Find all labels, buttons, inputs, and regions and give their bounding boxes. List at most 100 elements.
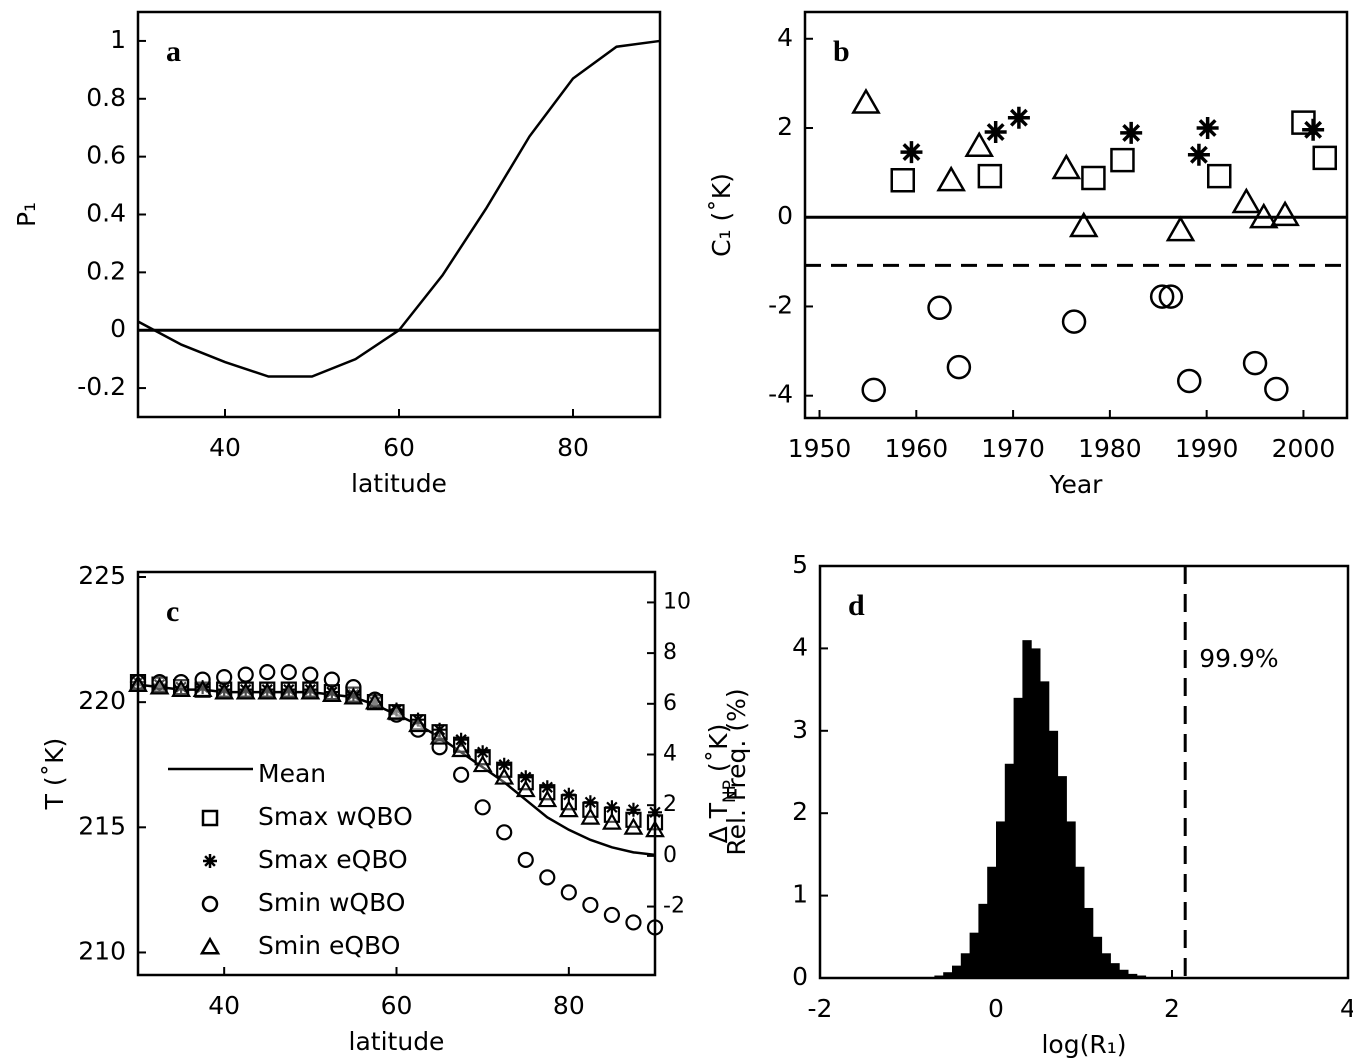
y-tick-label: 0.2 [86, 256, 126, 285]
marker [1248, 202, 1279, 229]
bar [996, 821, 1006, 978]
x-tick-label: 4 [1340, 994, 1353, 1023]
marker [625, 914, 642, 931]
marker [984, 121, 1007, 144]
marker [194, 671, 211, 688]
y-tick-label: 1 [792, 880, 808, 909]
y-tick-label: 0 [777, 201, 793, 230]
y-tick-label: 225 [78, 561, 126, 590]
bar [1048, 730, 1059, 978]
marker [259, 664, 276, 681]
bar [952, 965, 962, 978]
legend-label: Smin eQBO [258, 931, 400, 960]
x-tick-label: 1970 [981, 434, 1045, 463]
bar [1110, 963, 1120, 978]
y-tick-label: 3 [792, 715, 808, 744]
y-tick-label: 4 [792, 632, 808, 661]
marker [1312, 145, 1337, 171]
y2-axis-label: Δ TNP (˚K) [704, 724, 740, 844]
x-tick-label: 1990 [1175, 434, 1239, 463]
x-tick-label: 1960 [884, 434, 948, 463]
legend-label: Mean [258, 759, 326, 788]
marker [1187, 143, 1210, 166]
marker [278, 682, 299, 700]
x-tick-label: -2 [808, 994, 833, 1023]
x-tick-label: 1950 [788, 434, 852, 463]
panel-label: b [833, 35, 850, 68]
y2-tick-label: 6 [663, 691, 677, 716]
label-part: NP [720, 780, 740, 803]
marker [280, 664, 297, 681]
bar [969, 932, 979, 978]
marker [238, 682, 253, 697]
panel-label: c [166, 595, 179, 628]
marker [451, 739, 472, 758]
marker [601, 812, 622, 830]
marker [429, 727, 450, 745]
y-axis-label: Rel. Freq. (%) [722, 688, 751, 855]
marker [1264, 376, 1289, 402]
marker [408, 714, 428, 733]
marker [1242, 350, 1268, 376]
bar [1101, 953, 1111, 978]
marker [302, 666, 319, 683]
marker [539, 869, 556, 886]
x-tick-label: 60 [381, 991, 413, 1020]
bar [1057, 776, 1067, 978]
marker [454, 732, 469, 747]
x-tick-label: 2 [1164, 994, 1180, 1023]
marker [152, 677, 167, 692]
marker [946, 354, 972, 380]
marker [216, 669, 233, 686]
marker [861, 377, 886, 403]
marker [411, 712, 426, 727]
x-tick-label: 2000 [1272, 434, 1336, 463]
marker [1231, 187, 1262, 214]
marker [497, 757, 512, 772]
marker [1149, 284, 1175, 309]
bar [1031, 648, 1041, 978]
bar [960, 953, 971, 978]
marker [900, 141, 923, 164]
marker [366, 691, 384, 708]
label-part: (˚K) [704, 724, 733, 780]
marker [474, 799, 491, 816]
marker [515, 779, 536, 798]
marker [472, 754, 493, 773]
y-axis-label: P₁ [12, 202, 41, 227]
marker [964, 131, 995, 157]
bar [1004, 763, 1015, 978]
marker [604, 800, 619, 815]
marker [561, 787, 576, 802]
y-tick-label: 0.8 [86, 83, 126, 112]
bar [1040, 681, 1050, 978]
marker [890, 167, 916, 193]
marker [977, 163, 1003, 189]
frame [818, 564, 1350, 980]
panel: 1950 1960 1970 1980 1990 2000 -4 -2 0 2 4 Year C₁ (˚… [707, 10, 1349, 499]
y-tick-label: 210 [78, 936, 126, 965]
x-tick-label: 40 [208, 991, 240, 1020]
bar [1013, 697, 1023, 978]
marker [1302, 118, 1325, 141]
bar [1128, 973, 1138, 978]
y2-tick-label: 10 [663, 589, 691, 614]
legend-marker [203, 854, 217, 868]
y-tick-label: 2 [777, 112, 793, 141]
y-tick-label: 2 [792, 797, 808, 826]
frame [136, 570, 657, 977]
marker [540, 780, 555, 795]
y2-tick-label: 2 [663, 792, 677, 817]
marker [496, 824, 513, 841]
legend-label: Smax wQBO [258, 802, 413, 831]
x-tick-label: 40 [209, 433, 241, 462]
y2-tick-label: 8 [663, 640, 677, 665]
x-axis-label: Year [1049, 470, 1104, 499]
marker [537, 789, 558, 808]
marker [1158, 284, 1184, 309]
marker [324, 685, 339, 700]
marker [1007, 106, 1030, 129]
marker [517, 851, 534, 868]
x-tick-label: 60 [383, 433, 415, 462]
